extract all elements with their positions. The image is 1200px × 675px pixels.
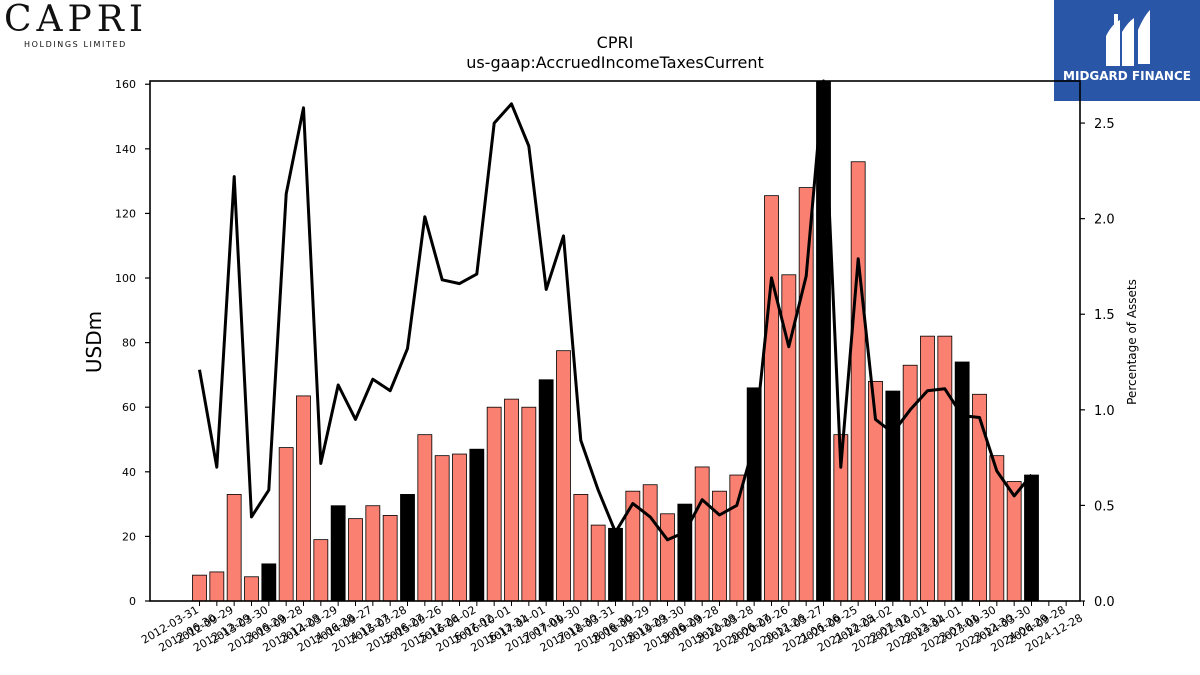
bar-2013-03-30 — [261, 563, 277, 602]
bar-2014-12-27 — [382, 515, 398, 602]
y2-tick-label: 1.5 — [1094, 308, 1115, 323]
bar-2014-09-27 — [365, 505, 381, 602]
right-axis-ticks: 0.0 0.5 1.0 1.5 2.0 2.5 — [1080, 117, 1115, 610]
bar-2012-12-29 — [244, 576, 259, 602]
bar-2020-03-28 — [746, 387, 762, 602]
bar-2012-03-31 — [192, 574, 207, 602]
bar-2020-12-26 — [798, 187, 814, 602]
y2-tick-label: 0.5 — [1094, 499, 1115, 514]
capri-logo-subtitle: HOLDINGS LIMITED — [24, 40, 127, 49]
y-tick-label: 100 — [115, 272, 136, 285]
bar-2015-06-27 — [417, 434, 433, 602]
bar-2014-03-29 — [330, 505, 346, 602]
bar-2016-04-02 — [469, 448, 485, 602]
bar-2017-04-01 — [538, 379, 554, 602]
bar-2016-10-01 — [504, 398, 519, 602]
capri-holdings-logo: CAPRI HOLDINGS LIMITED — [0, 0, 150, 55]
y2-tick-label: 0.0 — [1094, 595, 1115, 610]
bar-2022-07-02 — [902, 364, 918, 602]
bar-2019-03-30 — [677, 503, 693, 602]
bar-2018-03-31 — [608, 527, 623, 602]
bar-2020-06-27 — [764, 195, 779, 602]
capri-logo-wordmark: CAPRI — [4, 0, 149, 40]
bar-series — [192, 80, 1039, 602]
bar-2013-06-29 — [278, 447, 294, 602]
y2-tick-label: 2.5 — [1094, 117, 1115, 132]
midgard-logo-text: MIDGARD FINANCE — [1063, 69, 1191, 83]
bar-2019-09-28 — [712, 490, 727, 602]
bar-2022-12-31 — [937, 335, 953, 602]
bar-2016-12-31 — [521, 406, 537, 602]
y-tick-label: 40 — [122, 466, 136, 479]
bar-2019-12-28 — [729, 474, 745, 602]
y-tick-label: 160 — [115, 78, 136, 91]
percentage-of-assets-line — [198, 79, 1033, 542]
y-axis-label: USDm — [82, 311, 106, 373]
bar-2016-07-02 — [486, 406, 502, 602]
bar-2022-10-01 — [920, 335, 935, 602]
bar-2024-03-30 — [1024, 474, 1039, 602]
y-tick-label: 140 — [115, 143, 136, 156]
bar-2017-07-01 — [556, 350, 571, 602]
bar-2018-12-29 — [660, 513, 675, 602]
y-tick-label: 80 — [122, 337, 136, 350]
bar-2018-09-29 — [642, 484, 658, 602]
y-tick-label: 20 — [122, 530, 136, 543]
y-tick-label: 0 — [129, 595, 136, 608]
bar-2015-12-26 — [452, 453, 467, 602]
bar-2022-04-02 — [885, 390, 901, 602]
y-tick-label: 120 — [115, 207, 136, 220]
y2-tick-label: 1.0 — [1094, 404, 1115, 419]
midgard-finance-logo: MIDGARD FINANCE — [1054, 0, 1200, 101]
y-tick-label: 60 — [122, 401, 136, 414]
bar-2012-06-30 — [209, 571, 225, 602]
bar-2013-09-28 — [296, 395, 311, 602]
bar-2012-09-29 — [226, 494, 242, 602]
bar-2017-12-30 — [590, 524, 606, 602]
x-axis-ticks: 2012-03-312012-09-292013-03-302013-09-28… — [139, 601, 1085, 655]
chart-subtitle: us-gaap:AccruedIncomeTaxesCurrent — [466, 53, 764, 72]
bar-2017-09-30 — [573, 494, 589, 602]
bar-2014-06-28 — [348, 518, 363, 602]
bar-2013-12-28 — [313, 539, 329, 602]
y2-axis-label: Percentage of Assets — [1125, 279, 1139, 405]
midgard-emblem-icon — [1106, 10, 1150, 66]
left-axis-ticks: 0 20 40 60 80 100 120 140 160 — [115, 78, 150, 608]
bar-2021-09-25 — [850, 161, 866, 602]
bar-2023-07-01 — [972, 393, 987, 602]
bar-2019-06-29 — [694, 466, 710, 602]
bar-2023-12-30 — [1006, 481, 1022, 602]
bar-2015-09-26 — [434, 455, 450, 602]
chart-title: CPRI — [597, 33, 634, 52]
y2-tick-label: 2.0 — [1094, 213, 1115, 228]
bar-2015-03-28 — [400, 494, 415, 602]
bar-2023-04-01 — [954, 361, 970, 602]
